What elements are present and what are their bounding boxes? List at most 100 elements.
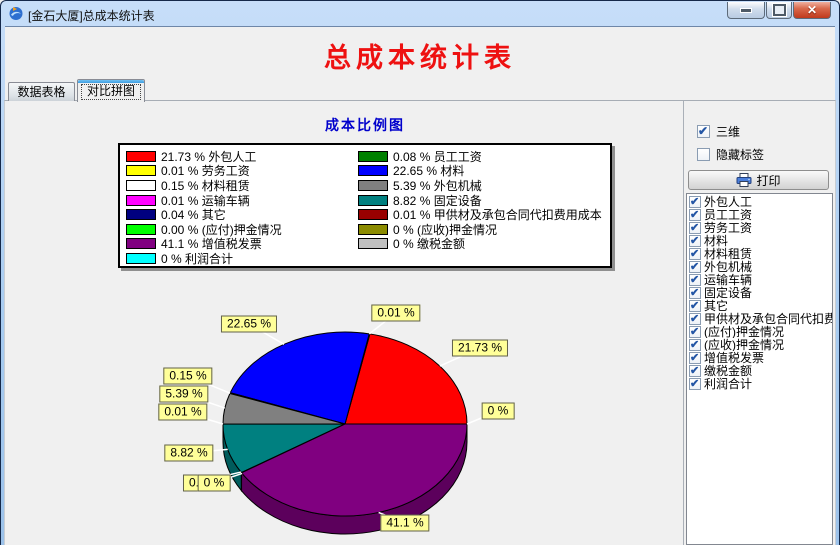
series-label: 运输车辆 xyxy=(704,273,753,286)
checkbox-3d-label: 三维 xyxy=(716,125,741,139)
panel-divider xyxy=(683,101,684,545)
series-checkbox[interactable] xyxy=(689,195,701,208)
close-button[interactable]: ✕ xyxy=(793,2,831,19)
series-label: 利润合计 xyxy=(704,377,753,390)
series-label: (应收)押金情况 xyxy=(704,338,784,351)
series-checkbox[interactable] xyxy=(689,286,701,299)
legend-swatch xyxy=(126,165,156,177)
series-list-item[interactable]: 运输车辆 xyxy=(687,273,832,286)
series-list-item[interactable]: 劳务工资 xyxy=(687,221,832,234)
series-label: (应付)押金情况 xyxy=(704,325,784,338)
legend-label: 0.15 % 材料租赁 xyxy=(161,178,250,193)
legend-label: 21.73 % 外包人工 xyxy=(161,149,257,164)
option-hide-labels[interactable]: 隐藏标签 xyxy=(697,146,764,163)
legend-column: 0.08 % 员工工资 22.65 % 材料 5.39 % 外包机械 8.82 % 固… xyxy=(358,149,602,266)
legend-swatch xyxy=(358,194,388,206)
print-button-label: 打印 xyxy=(756,173,781,188)
series-listbox[interactable]: 外包人工员工工资劳务工资材料材料租赁外包机械运输车辆固定设备其它甲供材及承包合同… xyxy=(686,193,833,545)
series-checkbox[interactable] xyxy=(689,338,701,351)
legend-column: 21.73 % 外包人工 0.01 % 劳务工资 0.15 % 材料租赁 0.01 %… xyxy=(126,149,358,266)
series-list-item[interactable]: 员工工资 xyxy=(687,208,832,221)
printer-icon xyxy=(736,173,752,187)
legend-item: 8.82 % 固定设备 xyxy=(358,193,602,208)
series-label: 缴税金额 xyxy=(704,364,753,377)
legend-item: 0.08 % 员工工资 xyxy=(358,149,602,164)
legend-swatch xyxy=(126,238,156,250)
print-button[interactable]: 打印 xyxy=(688,170,829,190)
series-label: 材料租赁 xyxy=(704,247,753,260)
series-label: 甲供材及承包合同代扣费用成本 xyxy=(704,312,832,325)
legend-label: 41.1 % 增值税发票 xyxy=(161,237,262,252)
legend-swatch xyxy=(126,209,156,221)
series-list-item[interactable]: 固定设备 xyxy=(687,286,832,299)
legend-item: 21.73 % 外包人工 xyxy=(126,149,358,164)
series-checkbox[interactable] xyxy=(689,312,701,325)
series-checkbox[interactable] xyxy=(689,260,701,273)
tab-focus-outline xyxy=(81,84,141,100)
series-checkbox[interactable] xyxy=(689,273,701,286)
series-label: 外包机械 xyxy=(704,260,753,273)
legend-item: 0.04 % 其它 xyxy=(126,207,358,222)
maximize-button[interactable] xyxy=(766,2,792,19)
series-checkbox[interactable] xyxy=(689,377,701,390)
series-list-item[interactable]: 外包人工 xyxy=(687,195,832,208)
series-checkbox[interactable] xyxy=(689,351,701,364)
legend-item: 0 % 利润合计 xyxy=(126,251,358,266)
caption-buttons: ✕ xyxy=(726,2,831,19)
minimize-button[interactable] xyxy=(727,2,765,19)
series-label: 劳务工资 xyxy=(704,221,753,234)
legend-swatch xyxy=(358,165,388,177)
app-icon xyxy=(9,7,23,20)
close-icon: ✕ xyxy=(806,3,818,17)
legend-item: 0 % (应收)押金情况 xyxy=(358,222,602,237)
legend-item: 0.15 % 材料租赁 xyxy=(126,178,358,193)
legend-label: 0 % 缴税金额 xyxy=(393,237,466,252)
checkbox-hide-labels[interactable] xyxy=(697,148,710,161)
series-list-item[interactable]: 甲供材及承包合同代扣费用成本 xyxy=(687,312,832,325)
legend-item: 41.1 % 增值税发票 xyxy=(126,237,358,252)
chart-legend: 21.73 % 外包人工 0.01 % 劳务工资 0.15 % 材料租赁 0.01 %… xyxy=(118,143,612,268)
legend-swatch xyxy=(358,150,388,162)
series-label: 员工工资 xyxy=(704,208,753,221)
legend-swatch xyxy=(126,223,156,235)
legend-swatch xyxy=(358,238,388,250)
series-checkbox[interactable] xyxy=(689,221,701,234)
series-list-item[interactable]: 其它 xyxy=(687,299,832,312)
legend-item: 0.00 % (应付)押金情况 xyxy=(126,222,358,237)
maximize-icon xyxy=(771,3,787,17)
series-label: 外包人工 xyxy=(704,195,753,208)
series-label: 固定设备 xyxy=(704,286,753,299)
series-checkbox[interactable] xyxy=(689,299,701,312)
series-label: 其它 xyxy=(704,299,729,312)
series-checkbox[interactable] xyxy=(689,364,701,377)
title-bar: [金石大厦]总成本统计表 ✕ xyxy=(1,1,839,26)
legend-swatch xyxy=(126,150,156,162)
legend-swatch xyxy=(358,179,388,191)
legend-label: 0.01 % 劳务工资 xyxy=(161,164,250,179)
series-list-item[interactable]: 外包机械 xyxy=(687,260,832,273)
checkbox-hide-labels-label: 隐藏标签 xyxy=(716,148,765,162)
series-list-item[interactable]: 材料租赁 xyxy=(687,247,832,260)
legend-swatch xyxy=(358,223,388,235)
series-list-item[interactable]: (应收)押金情况 xyxy=(687,338,832,351)
series-checkbox[interactable] xyxy=(689,247,701,260)
series-list-item[interactable]: 利润合计 xyxy=(687,377,832,390)
series-list-item[interactable]: 材料 xyxy=(687,234,832,247)
series-list-item[interactable]: 缴税金额 xyxy=(687,364,832,377)
series-checkbox[interactable] xyxy=(689,325,701,338)
legend-item: 0.01 % 运输车辆 xyxy=(126,193,358,208)
legend-item: 0.01 % 甲供材及承包合同代扣费用成本 xyxy=(358,207,602,222)
tab-comparison-pie[interactable]: 对比拼图 xyxy=(77,79,145,102)
legend-swatch xyxy=(126,179,156,191)
tab-comparison-pie-label: 对比拼图 xyxy=(86,84,135,98)
option-3d[interactable]: 三维 xyxy=(697,123,740,140)
checkbox-3d[interactable] xyxy=(697,124,710,138)
series-checkbox[interactable] xyxy=(689,234,701,247)
chart-title: 成本比例图 xyxy=(325,117,405,133)
legend-label: 0.00 % (应付)押金情况 xyxy=(161,222,282,237)
series-list-item[interactable]: (应付)押金情况 xyxy=(687,325,832,338)
series-label: 增值税发票 xyxy=(704,351,765,364)
series-list-item[interactable]: 增值税发票 xyxy=(687,351,832,364)
series-checkbox[interactable] xyxy=(689,208,701,221)
tab-data-table[interactable]: 数据表格 xyxy=(8,82,75,101)
